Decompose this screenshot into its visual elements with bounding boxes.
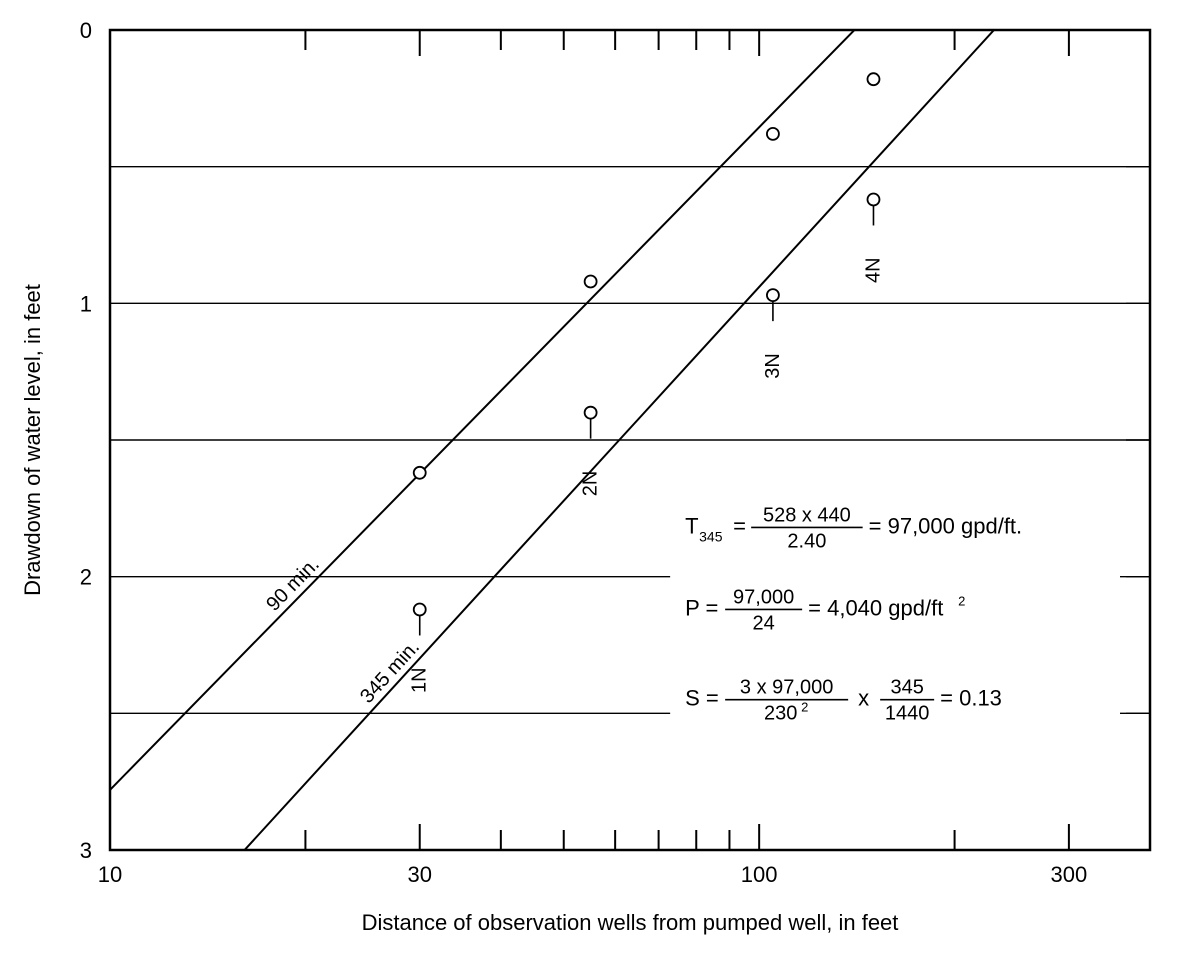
data-point [414, 467, 426, 479]
svg-text:T: T [685, 513, 698, 538]
svg-text:97,000: 97,000 [733, 586, 794, 608]
x-tick-label: 100 [741, 862, 778, 887]
svg-text:S =: S = [685, 686, 719, 711]
svg-text:x: x [858, 686, 869, 711]
svg-text:230: 230 [764, 703, 797, 725]
svg-text:= 97,000 gpd/ft.: = 97,000 gpd/ft. [869, 513, 1023, 538]
data-point [867, 73, 879, 85]
svg-text:2: 2 [801, 700, 808, 715]
svg-text:= 4,040 gpd/ft: = 4,040 gpd/ft [808, 595, 943, 620]
svg-text:=: = [733, 513, 746, 538]
data-point [767, 289, 779, 301]
line90 [110, 0, 962, 790]
data-point [585, 275, 597, 287]
data-point [867, 193, 879, 205]
svg-text:P =: P = [685, 595, 718, 620]
y-tick-label: 3 [80, 838, 92, 863]
svg-text:2: 2 [958, 593, 965, 608]
x-tick-label: 30 [407, 862, 431, 887]
svg-text:345: 345 [699, 528, 723, 544]
point-label: 2N [580, 471, 602, 497]
y-axis-label: Drawdown of water level, in feet [20, 284, 45, 596]
line345 [195, 30, 994, 905]
y-tick-label: 1 [80, 291, 92, 316]
svg-text:= 0.13: = 0.13 [940, 686, 1002, 711]
svg-text:1440: 1440 [885, 703, 930, 725]
point-label: 4N [862, 257, 884, 283]
point-label: 1N [409, 667, 431, 693]
y-tick-label: 0 [80, 18, 92, 43]
point-label: 3N [762, 353, 784, 379]
x-tick-label: 300 [1051, 862, 1088, 887]
svg-text:345: 345 [890, 677, 923, 699]
y-tick-label: 2 [80, 565, 92, 590]
svg-text:528 x 440: 528 x 440 [763, 504, 851, 526]
svg-text:3 x 97,000: 3 x 97,000 [740, 677, 833, 699]
fit-line-label: 90 min. [262, 553, 324, 615]
drawdown-distance-chart: 10 30 100 300 0 1 2 3 Distance of observation we… [0, 0, 1200, 960]
x-tick-label: 10 [98, 862, 122, 887]
data-point [767, 128, 779, 140]
data-point [414, 603, 426, 615]
x-axis-label: Distance of observation wells from pumpe… [362, 910, 899, 935]
svg-text:24: 24 [753, 612, 775, 634]
data-point [585, 407, 597, 419]
svg-text:2.40: 2.40 [787, 530, 826, 552]
